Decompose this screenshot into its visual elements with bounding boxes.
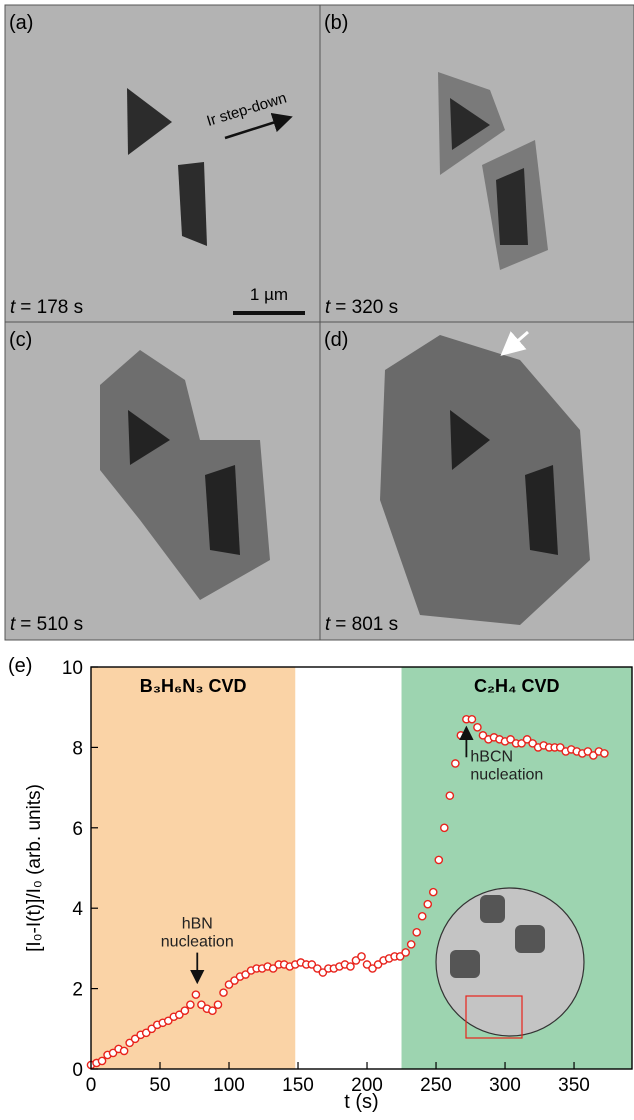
time-value: = 178 s	[20, 297, 83, 318]
y-tick-label: 6	[72, 819, 83, 840]
data-point	[98, 1057, 105, 1064]
time-value: = 801 s	[335, 614, 398, 635]
data-point	[402, 949, 409, 956]
data-point	[474, 724, 481, 731]
y-tick-label: 10	[62, 658, 83, 679]
region	[91, 667, 295, 1069]
y-tick-label: 8	[72, 738, 83, 759]
x-tick-label: 50	[149, 1075, 170, 1096]
time-var: t	[10, 297, 16, 318]
micrograph	[5, 5, 320, 322]
time-label: t= 178 s	[10, 297, 83, 318]
y-tick-label: 2	[72, 980, 83, 1001]
x-tick-label: 100	[213, 1075, 245, 1096]
time-var: t	[325, 614, 331, 635]
data-point	[358, 953, 365, 960]
data-point	[601, 750, 608, 757]
inset-island	[450, 950, 480, 978]
time-label: t= 510 s	[10, 614, 83, 635]
time-var: t	[325, 297, 331, 318]
data-point	[441, 824, 448, 831]
annotation: hBCN	[470, 748, 513, 765]
inset-island	[480, 895, 505, 923]
panel-label: (a)	[9, 12, 33, 34]
time-var: t	[10, 614, 16, 635]
island	[496, 168, 528, 245]
figure: Ir step-down 1 µm (e) B₃H₆N₃ CVD C₂H₄ CVD 0…	[0, 0, 634, 1115]
data-point	[209, 1007, 216, 1014]
panel-label: (b)	[324, 12, 348, 34]
data-point	[121, 1047, 128, 1054]
micrograph	[320, 5, 634, 322]
x-axis-label: t (s)	[344, 1091, 378, 1113]
region-label: C₂H₄ CVD	[474, 676, 560, 696]
island	[205, 465, 240, 555]
region-label: B₃H₆N₃ CVD	[140, 676, 247, 696]
annotation: nucleation	[161, 934, 234, 951]
annotation: nucleation	[470, 766, 543, 783]
data-point	[187, 1001, 194, 1008]
data-point	[446, 792, 453, 799]
data-point	[435, 856, 442, 863]
panel-label: (e)	[8, 655, 32, 677]
panel-label: (c)	[9, 329, 32, 351]
data-point	[430, 889, 437, 896]
island	[178, 162, 207, 246]
time-label: t= 801 s	[325, 614, 398, 635]
data-point	[214, 1001, 221, 1008]
data-point	[452, 760, 459, 767]
inset-island	[515, 925, 545, 953]
x-tick-label: 0	[86, 1075, 97, 1096]
data-point	[408, 941, 415, 948]
panel-label: (d)	[324, 329, 348, 351]
data-point	[347, 963, 354, 970]
x-tick-label: 300	[489, 1075, 521, 1096]
scale-label: 1 µm	[250, 285, 288, 304]
data-point	[419, 913, 426, 920]
annotation: hBN	[182, 916, 213, 933]
x-tick-label: 250	[420, 1075, 452, 1096]
time-label: t= 320 s	[325, 297, 398, 318]
y-tick-label: 0	[72, 1060, 83, 1081]
data-point	[457, 732, 464, 739]
data-point	[413, 929, 420, 936]
time-value: = 320 s	[335, 297, 398, 318]
data-point	[468, 716, 475, 723]
micrographs: Ir step-down 1 µm	[5, 5, 634, 640]
data-point	[220, 989, 227, 996]
x-tick-label: 350	[558, 1075, 590, 1096]
y-tick-label: 4	[72, 899, 83, 920]
time-value: = 510 s	[20, 614, 83, 635]
data-point	[424, 901, 431, 908]
data-point	[181, 1007, 188, 1014]
island	[525, 465, 558, 555]
data-point	[192, 991, 199, 998]
y-axis-label: [I₀-I(t)]/I₀ (arb. units)	[24, 784, 45, 952]
x-tick-label: 150	[282, 1075, 314, 1096]
